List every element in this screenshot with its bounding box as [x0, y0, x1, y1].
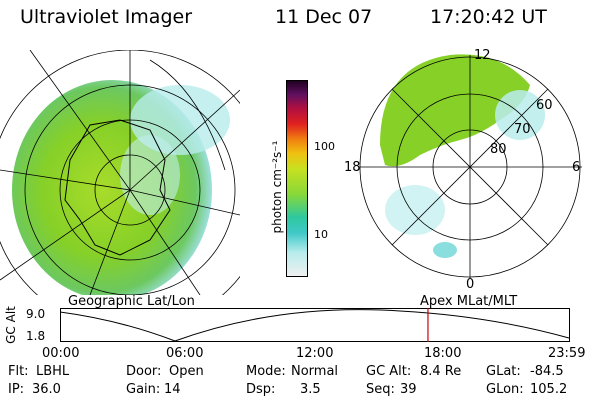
- mlat-label-80: 80: [490, 142, 507, 157]
- status-mode-value: Normal: [291, 364, 339, 379]
- status-flt-label: Flt:: [8, 364, 29, 379]
- mlt-label-18: 18: [344, 160, 361, 175]
- mlat-label-60: 60: [536, 98, 553, 113]
- altitude-xtick-2: 12:00: [296, 346, 334, 361]
- status-ip-label: IP:: [8, 382, 25, 397]
- app-title: Ultraviolet Imager: [20, 6, 193, 28]
- altitude-ytick-min: 1.8: [26, 329, 46, 343]
- altitude-xtick-1: 06:00: [166, 346, 204, 361]
- header-time: 17:20:42 UT: [430, 6, 547, 28]
- colorbar-tick-10: 10: [314, 228, 328, 241]
- altitude-ylabel: GC Alt: [3, 306, 18, 344]
- header-date: 11 Dec 07: [275, 6, 373, 28]
- right-map-label: Apex MLat/MLT: [420, 294, 518, 309]
- lat-lon-grid: [0, 50, 240, 295]
- mlat-label-70: 70: [514, 122, 531, 137]
- status-door-label: Door:: [126, 364, 162, 379]
- mlt-label-12: 12: [474, 48, 491, 63]
- left-map-label: Geographic Lat/Lon: [68, 294, 195, 309]
- altitude-curve: [60, 309, 570, 342]
- status-ip-value: 36.0: [32, 382, 61, 397]
- colorbar-tick-100: 100: [314, 140, 335, 153]
- status-flt-value: LBHL: [36, 364, 70, 379]
- status-mode-label: Mode:: [246, 364, 286, 379]
- mlat-mlt-polar-plot: 12 18 6 0 60 70 80: [344, 48, 582, 290]
- mlt-label-0: 0: [466, 277, 474, 290]
- altitude-xtick-0: 00:00: [42, 346, 80, 361]
- altitude-plot: [60, 308, 570, 342]
- status-dsp-label: Dsp:: [246, 382, 276, 397]
- altitude-xtick-4: 23:59: [548, 346, 586, 361]
- colorbar-unit-label: photon cm⁻²s⁻¹: [270, 140, 284, 234]
- status-dsp-value: 3.5: [300, 382, 321, 397]
- status-gcalt-label: GC Alt:: [366, 364, 412, 379]
- status-glon-label: GLon:: [486, 382, 524, 397]
- altitude-xtick-3: 18:00: [424, 346, 462, 361]
- status-gcalt-value: 8.4 Re: [420, 364, 462, 379]
- status-seq-label: Seq:: [366, 382, 395, 397]
- continent-outline: [64, 119, 171, 256]
- status-gain-label: Gain:: [126, 382, 161, 397]
- status-glat-label: GLat:: [486, 364, 521, 379]
- geographic-map: [0, 50, 240, 295]
- altitude-ytick-max: 9.0: [26, 307, 46, 321]
- aurora-oval: [380, 54, 530, 167]
- status-door-value: Open: [169, 364, 204, 379]
- status-seq-value: 39: [400, 382, 417, 397]
- status-glon-value: 105.2: [530, 382, 568, 397]
- mlt-label-6: 6: [572, 160, 580, 175]
- status-glat-value: -84.5: [530, 364, 564, 379]
- colorbar: [286, 80, 308, 277]
- status-gain-value: 14: [164, 382, 181, 397]
